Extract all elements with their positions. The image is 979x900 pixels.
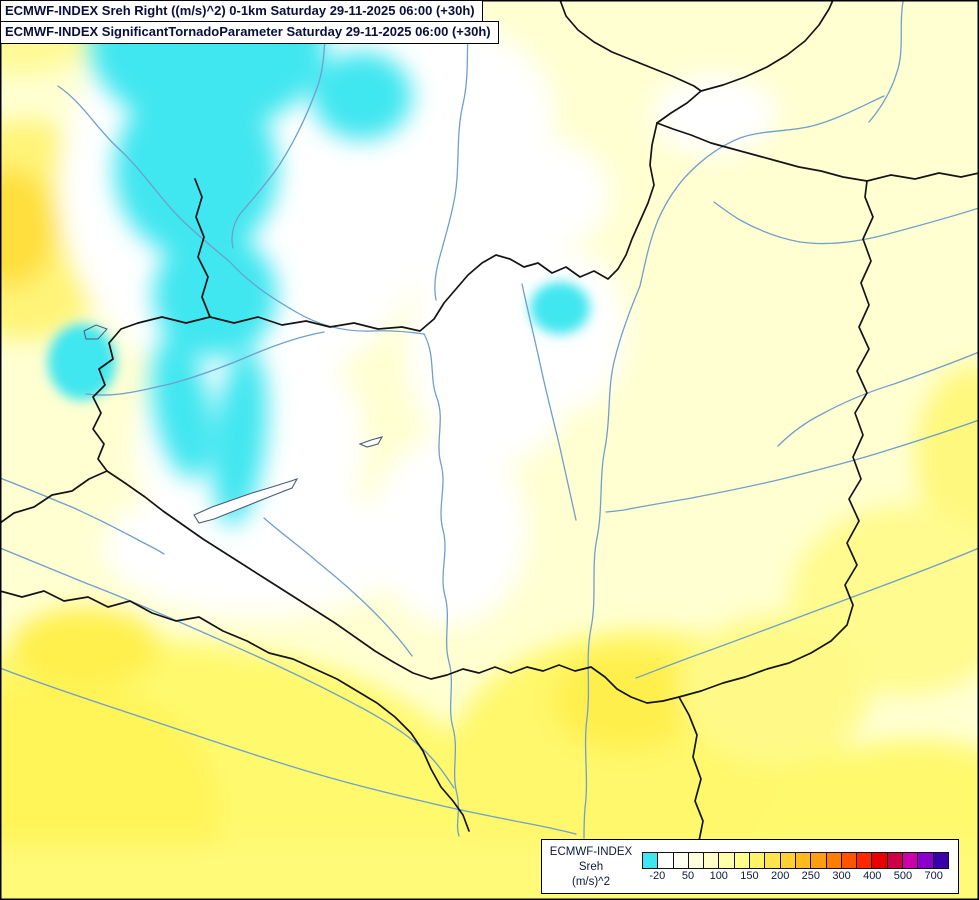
river-raba [85,331,325,396]
river-vah [231,0,330,249]
river-mura [0,477,165,555]
border-poland-ukraine [700,0,834,92]
legend-color-cell [780,852,796,868]
legend-color-cell [857,852,873,868]
color-scale-legend: ECMWF-INDEX Sreh (m/s)^2 -20 50 100 150 200 2… [541,839,959,894]
border-slovenia-croatia [0,590,470,832]
legend-color-cell [643,852,659,868]
river-koros-branch [777,351,979,447]
lake-ferto [83,324,108,340]
legend-color-cell [841,852,858,868]
legend-color-cell [887,852,904,868]
legend-scale: -20 50 100 150 200 250 300 400 500 700 [642,851,949,884]
legend-color-cell [673,852,689,868]
river-koros [605,419,979,513]
legend-tick-label: 300 [832,869,851,882]
legend-color-cell [826,852,842,868]
map-title-line-2: ECMWF-INDEX SignificantTornadoParameter … [0,21,499,44]
legend-colorbar [642,851,949,869]
border-hungary-croatia-serbia [106,470,680,704]
river-tisza-south [583,285,641,839]
legend-tick-label: 400 [863,869,882,882]
negative-srh-small-patches [48,282,590,400]
river-danube-mid [229,261,425,335]
legend-color-cell [704,852,720,868]
legend-tick-label: -20 [649,869,666,882]
border-hungary-slovakia [137,122,658,332]
border-hungary-ukraine [656,122,868,182]
river-danube-south [423,333,460,837]
rivers [0,0,979,839]
legend-color-cell [734,852,751,868]
river-zagyva [521,283,577,521]
negative-srh-region [90,0,412,526]
legend-color-cell [750,852,766,868]
legend-tick-label: 150 [740,869,759,882]
border-hungary-slovenia [0,470,108,524]
legend-tick-label: 500 [893,869,913,882]
legend-color-cell [872,852,888,868]
legend-tick-label: 200 [770,869,790,882]
border-austria-hungary [92,322,139,472]
border-slovakia-poland-west [559,0,702,92]
legend-title: ECMWF-INDEX Sreh (m/s)^2 [547,845,635,890]
border-serbia-romania [678,696,704,842]
border-ukraine-romania [866,172,979,182]
river-maros [635,547,979,679]
border-hungary-romania [678,180,874,698]
legend-color-cell [795,852,812,868]
legend-color-cell [688,852,705,868]
lakes [83,324,384,524]
legend-color-cell [903,852,919,868]
legend-color-cell [719,852,735,868]
legend-tick-label: 100 [709,869,728,882]
legend-title-units: (m/s)^2 [572,876,610,889]
map-title-line-1: ECMWF-INDEX Sreh Right ((m/s)^2) 0-1km S… [0,0,483,23]
lake-velence [358,436,384,448]
legend-tick-label: 50 [681,869,695,882]
river-sio [263,517,413,657]
river-top-right [868,0,904,123]
river-danube-upper [57,85,231,263]
legend-color-cell [811,852,827,868]
border-slovakia-ukraine [656,90,702,124]
legend-color-cell [765,852,781,868]
legend-color-cell [933,852,948,868]
river-sava [0,667,577,835]
river-szamos [713,201,979,245]
legend-color-cell [918,852,934,868]
legend-title-parameter: Sreh [578,861,604,874]
legend-color-cell [658,852,674,868]
border-austria-slovakia [194,178,211,318]
legend-tick-label: 700 [924,869,943,882]
legend-ticks: -20 50 100 150 200 250 300 400 500 700 [642,870,949,884]
river-hron [434,0,472,301]
country-borders [0,0,979,842]
legend-tick-label: 250 [801,869,821,882]
legend-title-model: ECMWF-INDEX [549,846,633,859]
lake-balaton [193,478,299,524]
river-tisza-upper [639,95,885,287]
